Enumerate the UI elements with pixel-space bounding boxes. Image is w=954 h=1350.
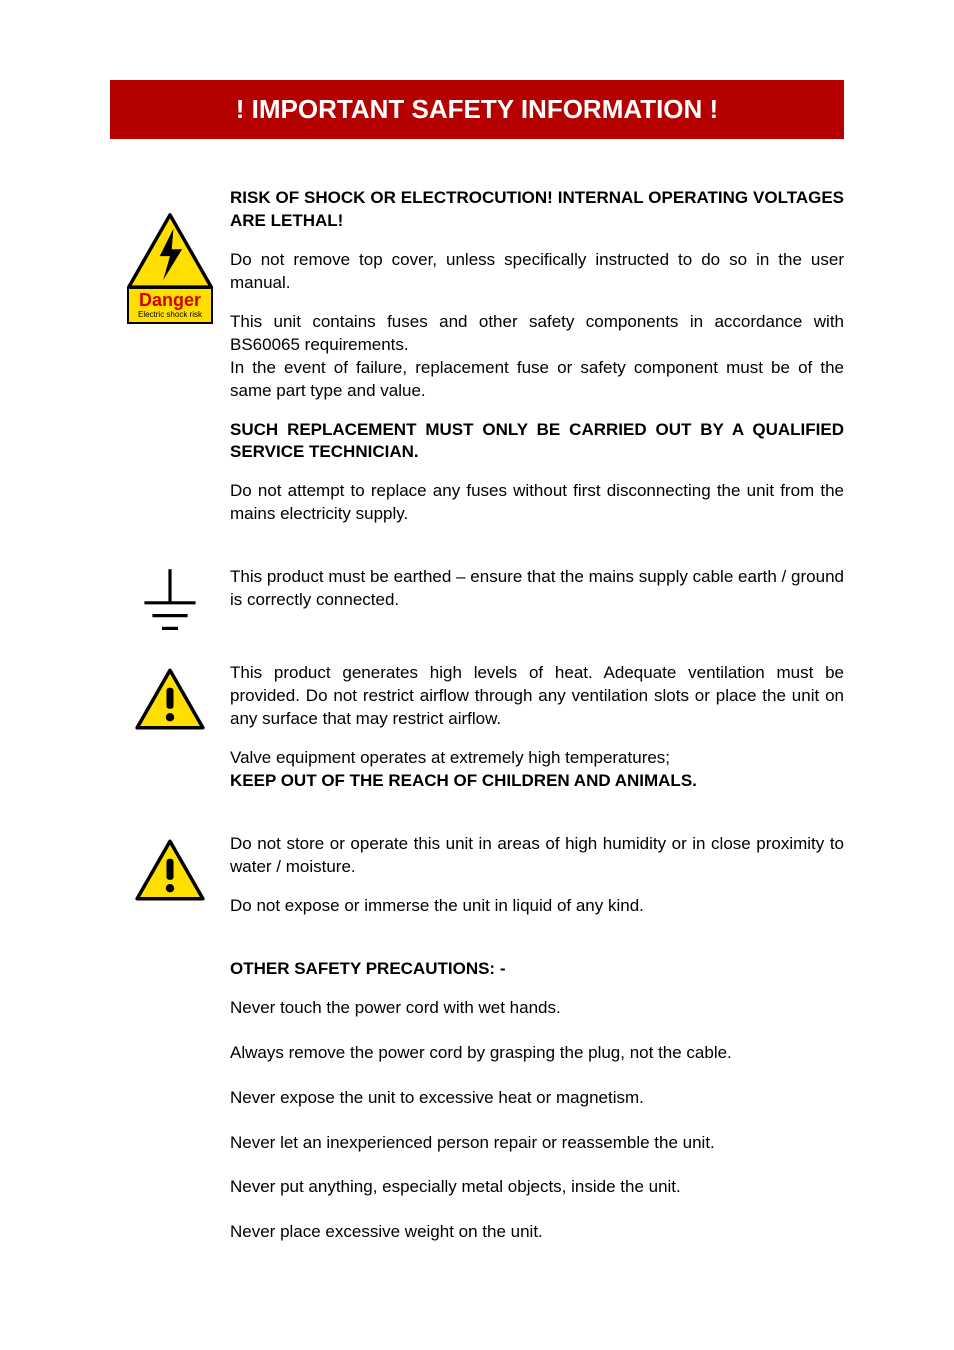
shock-p4: Do not attempt to replace any fuses with… [230,480,844,526]
icon-col-heat [110,662,230,730]
moisture-p1: Do not store or operate this unit in are… [230,833,844,879]
section-other: OTHER SAFETY PRECAUTIONS: - Never touch … [110,958,844,1267]
shock-p2b: In the event of failure, replacement fus… [230,357,844,403]
danger-label-text: Danger [129,289,211,311]
other-item: Always remove the power cord by grasping… [230,1042,844,1065]
icon-col-empty [110,958,230,984]
earth-text: This product must be earthed – ensure th… [230,566,844,628]
danger-label: Danger Electric shock risk [127,287,213,324]
page: ! IMPORTANT SAFETY INFORMATION ! Danger … [0,0,954,1350]
shock-p2a: This unit contains fuses and other safet… [230,311,844,357]
danger-shock-icon: Danger Electric shock risk [127,213,213,324]
banner-heading: ! IMPORTANT SAFETY INFORMATION ! [110,80,844,139]
section-heat: This product generates high levels of he… [110,662,844,809]
section-earth: This product must be earthed – ensure th… [110,566,844,638]
moisture-p2: Do not expose or immerse the unit in liq… [230,895,844,918]
shock-p1: Do not remove top cover, unless specific… [230,249,844,295]
heat-text: This product generates high levels of he… [230,662,844,809]
shock-heading: RISK OF SHOCK OR ELECTROCUTION! INTERNAL… [230,187,844,233]
other-item: Never touch the power cord with wet hand… [230,997,844,1020]
other-heading: OTHER SAFETY PRECAUTIONS: - [230,958,844,981]
other-item: Never put anything, especially metal obj… [230,1176,844,1199]
shock-p3: SUCH REPLACEMENT MUST ONLY BE CARRIED OU… [230,419,844,465]
section-shock: Danger Electric shock risk RISK OF SHOCK… [110,187,844,542]
heat-p2b: KEEP OUT OF THE REACH OF CHILDREN AND AN… [230,770,844,793]
heat-p2a: Valve equipment operates at extremely hi… [230,747,844,770]
moisture-text: Do not store or operate this unit in are… [230,833,844,934]
earth-p1: This product must be earthed – ensure th… [230,566,844,612]
icon-col-moisture [110,833,230,901]
other-list: Never touch the power cord with wet hand… [230,997,844,1245]
shock-text: RISK OF SHOCK OR ELECTROCUTION! INTERNAL… [230,187,844,542]
section-moisture: Do not store or operate this unit in are… [110,833,844,934]
danger-label-subtext: Electric shock risk [129,311,211,322]
ground-icon [138,566,202,638]
icon-col-danger: Danger Electric shock risk [110,187,230,324]
icon-col-ground [110,566,230,638]
other-item: Never let an inexperienced person repair… [230,1132,844,1155]
warning-heat-icon [135,668,205,730]
warning-moisture-icon [135,839,205,901]
other-item: Never place excessive weight on the unit… [230,1221,844,1244]
heat-p1: This product generates high levels of he… [230,662,844,731]
other-item: Never expose the unit to excessive heat … [230,1087,844,1110]
other-text: OTHER SAFETY PRECAUTIONS: - Never touch … [230,958,844,1267]
